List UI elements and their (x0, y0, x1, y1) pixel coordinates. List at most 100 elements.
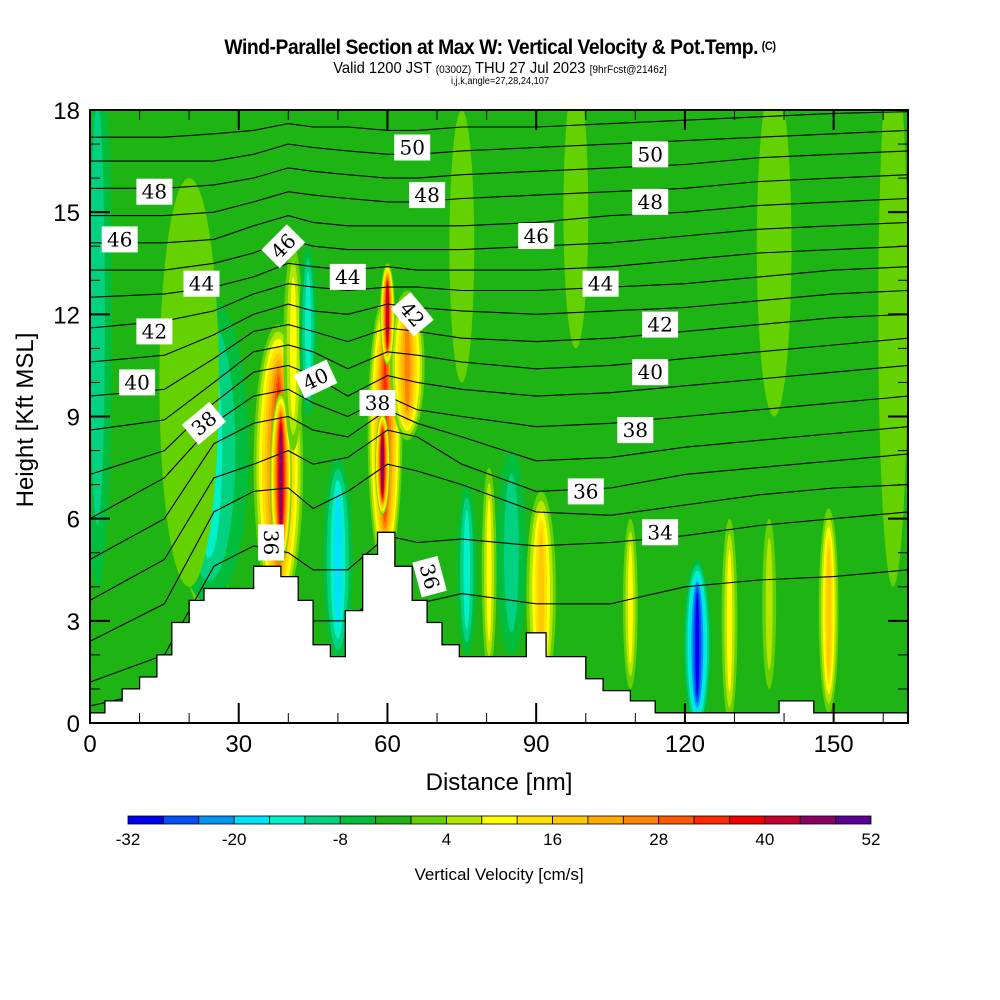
contour-label-box (567, 478, 604, 505)
contour-label: 34 (642, 519, 679, 546)
velocity-feature (563, 110, 589, 349)
contour-label-box (632, 359, 669, 386)
contour-label-box (181, 401, 227, 445)
velocity-contour-band (695, 592, 700, 697)
velocity-contour-band (334, 491, 342, 628)
velocity-contour-band (486, 498, 492, 642)
velocity-contour-band (538, 528, 545, 659)
contour-label-text: 48 (637, 190, 662, 214)
velocity-contour-band (756, 110, 792, 417)
velocity-feature (449, 110, 475, 383)
y-tick-label: 12 (53, 302, 80, 329)
theta-contour-line (90, 313, 908, 397)
colorbar-label: Vertical Velocity [cm/s] (414, 865, 583, 884)
contour-label-box (632, 141, 669, 168)
x-axis-label: Distance [nm] (426, 769, 573, 796)
terrain (90, 531, 908, 723)
axis-ticks (89, 109, 908, 724)
theta-contour-line (90, 221, 908, 271)
contour-label-box (632, 188, 669, 215)
theta-contour-line (90, 511, 908, 683)
colorbar-swatch (622, 815, 660, 825)
terrain-profile (90, 531, 908, 723)
contour-label-text: 40 (637, 360, 662, 384)
theta-contour-line (90, 409, 908, 560)
x-tick-label: 150 (814, 731, 854, 758)
colorbar-tick-label: 52 (862, 830, 881, 849)
colorbar-swatch (127, 815, 164, 825)
velocity-feature (380, 263, 395, 366)
valid-date: THU 27 Jul 2023 (475, 60, 586, 77)
theta-contour-line (90, 150, 908, 189)
contour-label-text: 36 (573, 479, 598, 503)
velocity-feature (762, 518, 777, 689)
theta-contour-line (90, 197, 908, 244)
forecast-info: [9hrFcst@2146z] (589, 64, 667, 76)
colorbar-swatch (693, 815, 730, 825)
contour-label-text: 50 (637, 142, 662, 166)
theta-contour-line (90, 245, 908, 298)
contour-label-text: 38 (623, 418, 648, 442)
copyright-mark: (C) (761, 39, 776, 53)
theta-contour-line (90, 174, 908, 217)
theta-contour-line (90, 463, 908, 642)
velocity-contour-band (826, 545, 831, 677)
contour-label-box (642, 519, 679, 546)
velocity-feature (622, 518, 638, 689)
contour-label-box (409, 182, 446, 209)
contour-label-box (518, 223, 555, 249)
contour-label-box (183, 270, 220, 297)
theta-contour-line (90, 337, 908, 431)
contour-label: 40 (632, 359, 669, 386)
contour-label-box (293, 359, 338, 399)
valid-time: Valid 1200 JST (333, 60, 432, 77)
y-tick-label: 3 (67, 609, 80, 636)
contour-label-box (390, 292, 434, 337)
velocity-feature (683, 559, 712, 723)
x-tick-label: 0 (83, 731, 96, 758)
colorbar-swatch (339, 815, 377, 825)
velocity-feature (456, 484, 477, 655)
colorbar-tick-label: -32 (116, 830, 141, 849)
contour-label-box (642, 311, 679, 338)
grid-indices: i,j,k,angle=27,28,24,107 (451, 76, 549, 87)
contour-label-text: 46 (523, 224, 548, 248)
velocity-feature (818, 508, 839, 713)
velocity-feature (756, 110, 792, 417)
contour-label-text: 34 (647, 520, 672, 544)
theta-contour-line (90, 364, 908, 475)
colorbar-swatch (198, 815, 235, 825)
contour-label: 42 (642, 311, 679, 338)
contour-label-text: 42 (647, 313, 672, 337)
colorbar-tick-label: 28 (649, 830, 668, 849)
velocity-contour-band (463, 510, 471, 630)
colorbar-tick-label: 40 (755, 830, 774, 849)
contour-label: 44 (329, 263, 366, 290)
velocity-feature (269, 392, 292, 563)
colorbar-swatch (516, 815, 553, 825)
colorbar-tick-label: -20 (222, 830, 247, 849)
contour-label-box (136, 318, 173, 345)
velocity-contour-band (380, 434, 384, 495)
colorbar-swatch (658, 815, 695, 825)
colorbar-swatch (304, 815, 341, 825)
contour-label: 50 (632, 141, 669, 168)
valid-utc: (0300Z) (435, 64, 472, 76)
velocity-contour-band (726, 549, 733, 693)
x-tick-labels: 0 30 60 90 120 150 (83, 731, 853, 758)
velocity-contour-band (878, 110, 908, 587)
y-tick-label: 18 (53, 98, 80, 125)
velocity-feature (721, 518, 738, 723)
y-tick-label: 0 (67, 711, 80, 738)
contour-label: 38 (617, 417, 654, 444)
theta-contour-line (90, 429, 908, 601)
contour-label-text: 44 (588, 272, 613, 296)
velocity-contour-band (305, 271, 312, 391)
contour-label-text: 48 (414, 183, 439, 207)
x-tick-label: 30 (225, 731, 252, 758)
colorbar-swatch (835, 815, 872, 825)
y-tick-label: 9 (67, 405, 80, 432)
x-tick-label: 120 (665, 731, 705, 758)
chart-title: Wind-Parallel Section at Max W: Vertical… (40, 36, 960, 60)
velocity-contour-band (90, 110, 105, 526)
